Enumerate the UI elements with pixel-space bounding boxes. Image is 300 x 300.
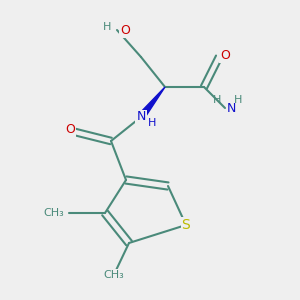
Text: N: N <box>226 101 236 115</box>
Text: CH₃: CH₃ <box>103 269 124 280</box>
Text: O: O <box>220 49 230 62</box>
Text: CH₃: CH₃ <box>44 208 64 218</box>
Text: H: H <box>103 22 111 32</box>
Text: S: S <box>182 218 190 232</box>
Polygon shape <box>138 87 165 119</box>
Text: H: H <box>148 118 157 128</box>
Text: O: O <box>120 23 130 37</box>
Text: O: O <box>66 122 75 136</box>
Text: N: N <box>136 110 146 124</box>
Text: H: H <box>233 94 242 105</box>
Text: H: H <box>212 94 221 105</box>
